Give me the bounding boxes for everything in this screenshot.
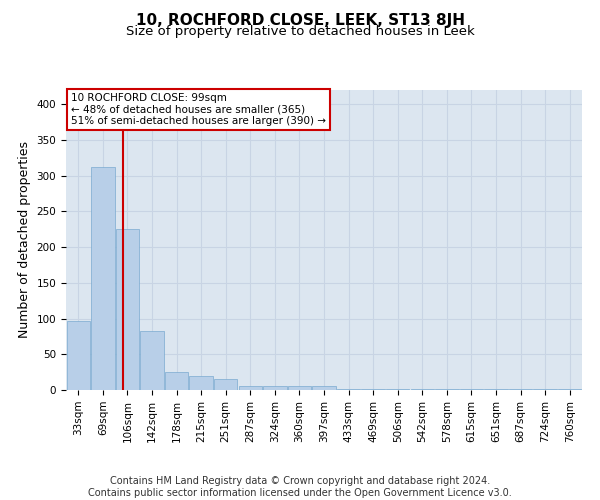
Bar: [140, 332, 164, 390]
Text: Contains HM Land Registry data © Crown copyright and database right 2024.
Contai: Contains HM Land Registry data © Crown c…: [88, 476, 512, 498]
Bar: [67, 320, 90, 390]
Bar: [239, 386, 262, 390]
Bar: [288, 386, 311, 390]
Y-axis label: Number of detached properties: Number of detached properties: [18, 142, 31, 338]
Bar: [165, 372, 188, 390]
Text: Size of property relative to detached houses in Leek: Size of property relative to detached ho…: [125, 25, 475, 38]
Bar: [263, 386, 287, 390]
Text: 10, ROCHFORD CLOSE, LEEK, ST13 8JH: 10, ROCHFORD CLOSE, LEEK, ST13 8JH: [136, 12, 464, 28]
Bar: [190, 376, 213, 390]
Bar: [91, 167, 115, 390]
Bar: [116, 230, 139, 390]
Text: 10 ROCHFORD CLOSE: 99sqm
← 48% of detached houses are smaller (365)
51% of semi-: 10 ROCHFORD CLOSE: 99sqm ← 48% of detach…: [71, 93, 326, 126]
Bar: [214, 380, 238, 390]
Bar: [313, 386, 335, 390]
